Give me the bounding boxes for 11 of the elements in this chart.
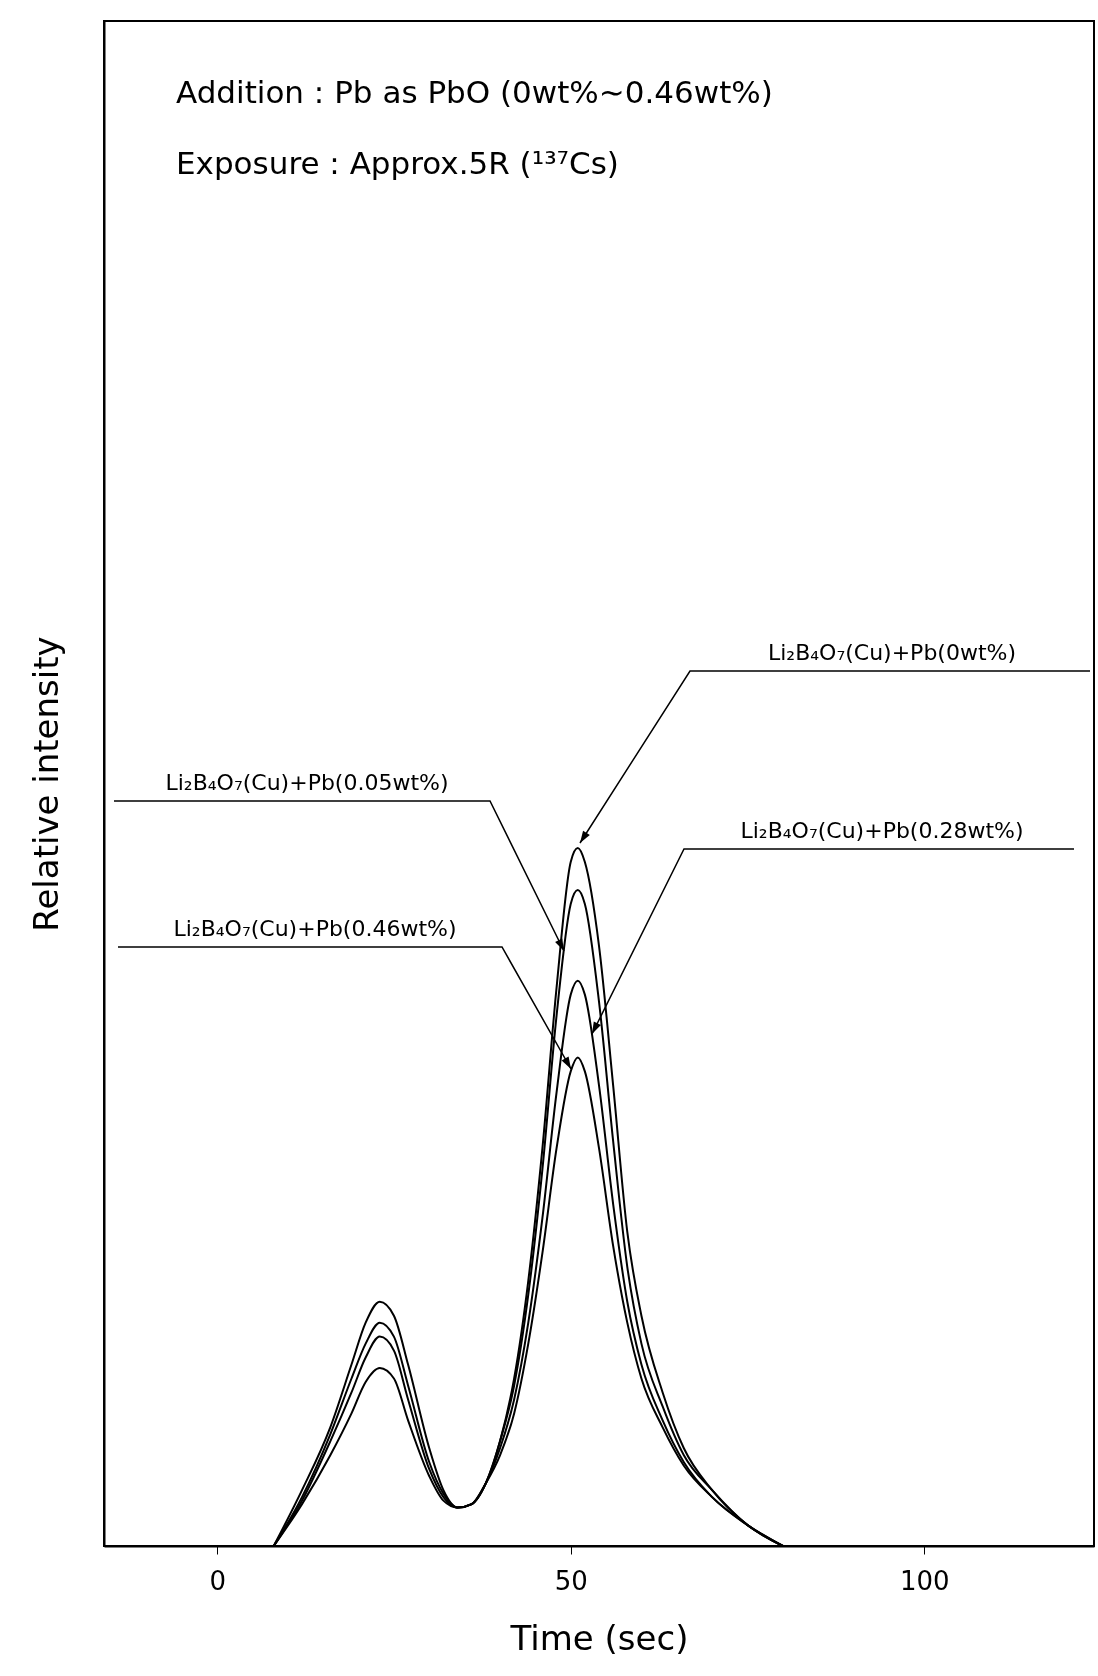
text: Li₂B₄O₇(Cu)+Pb(0wt%) [767, 640, 1017, 665]
x-axis-title: Time (sec) [509, 1617, 689, 1658]
text: Li₂B₄O₇(Cu)+Pb(0.46wt%) [173, 916, 457, 941]
y-axis-title: Relative intensity [25, 636, 66, 932]
text: Exposure : Approx.5R (¹³⁷Cs) [176, 145, 619, 181]
text: Addition : Pb as PbO (0wt%∼0.46wt%) [176, 74, 773, 110]
text: Li₂B₄O₇(Cu)+Pb(0.28wt%) [740, 818, 1024, 843]
text: Li₂B₄O₇(Cu)+Pb(0.05wt%) [165, 770, 449, 795]
x-tick-label: 50 [554, 1565, 588, 1596]
x-tick-label: 0 [209, 1565, 226, 1596]
x-tick-label: 100 [899, 1565, 950, 1596]
